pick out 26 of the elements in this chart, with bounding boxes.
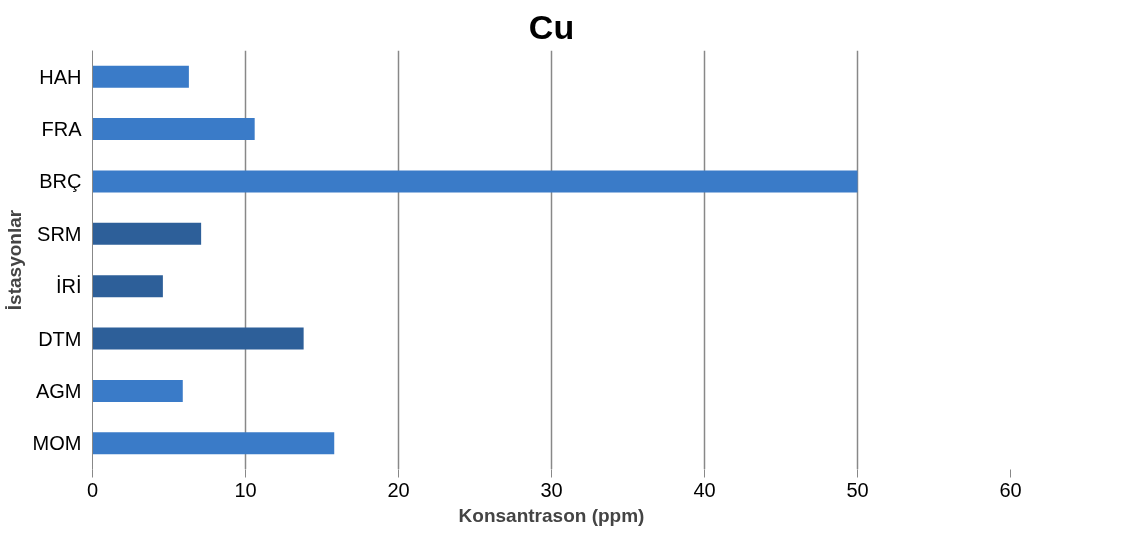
y-tick-label: BRÇ — [39, 170, 82, 193]
y-tick-label: SRM — [37, 222, 82, 245]
y-tick-label: DTM — [38, 327, 82, 350]
chart-title: Cu — [528, 7, 575, 46]
bar — [92, 222, 202, 245]
x-tick-label: 50 — [846, 478, 869, 501]
bar — [92, 118, 255, 141]
x-tick-label: 40 — [693, 478, 716, 501]
bar — [92, 170, 858, 193]
y-tick-label: AGM — [35, 379, 82, 402]
bar — [92, 327, 304, 350]
y-tick-label: MOM — [32, 432, 82, 455]
x-tick-label: 30 — [540, 478, 563, 501]
y-tick-label: İRİ — [55, 275, 82, 298]
x-tick-label: 60 — [999, 478, 1022, 501]
y-axis-title: İstasyonlar — [3, 209, 25, 311]
y-tick-label: HAH — [39, 65, 82, 88]
bar — [92, 432, 335, 455]
x-tick-label: 0 — [86, 478, 99, 501]
x-axis-title: Konsantrason (ppm) — [458, 504, 645, 526]
bar — [92, 275, 163, 298]
y-tick-label: FRA — [41, 118, 83, 141]
x-tick-label: 10 — [234, 478, 257, 501]
x-tick-label: 20 — [387, 478, 410, 501]
bar — [92, 379, 183, 402]
bar — [92, 65, 189, 88]
